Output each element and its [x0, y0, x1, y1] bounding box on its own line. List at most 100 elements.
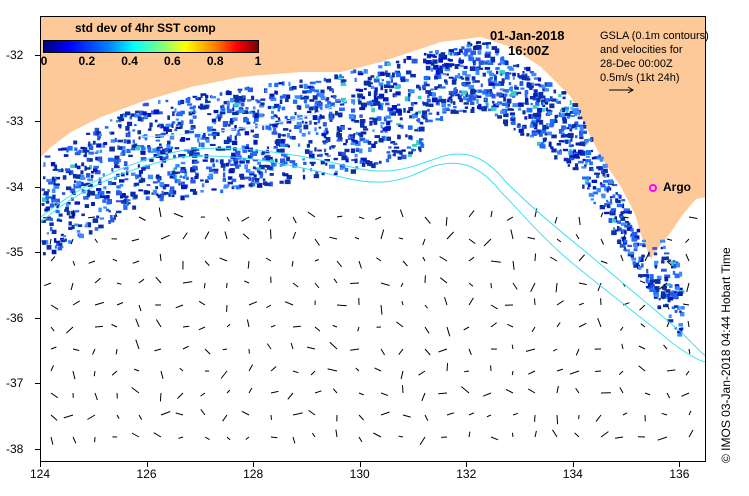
- sst-pixel: [531, 72, 537, 77]
- sst-pixel: [210, 158, 215, 163]
- sst-pixel: [570, 137, 573, 142]
- sst-pixel: [432, 59, 438, 64]
- sst-pixel: [428, 112, 433, 115]
- sst-pixel: [450, 99, 453, 104]
- x-tick-label: 124: [29, 467, 51, 481]
- gsla-contour: [140, 98, 352, 138]
- sst-pixel: [611, 230, 617, 236]
- sst-pixel: [303, 124, 309, 130]
- argo-float-marker[interactable]: [649, 184, 657, 192]
- sst-pixel: [173, 190, 177, 195]
- sst-pixel: [84, 204, 90, 208]
- sst-pixel: [547, 111, 553, 116]
- x-tick-mark: [40, 462, 41, 467]
- sst-pixel: [279, 142, 285, 147]
- sst-pixel: [65, 171, 72, 174]
- sst-pixel: [240, 98, 246, 102]
- velocity-arrow: [527, 388, 536, 394]
- velocity-arrow: [226, 216, 230, 222]
- sst-pixel: [564, 113, 571, 116]
- velocity-arrow: [600, 260, 608, 264]
- sst-pixel: [413, 113, 418, 118]
- sst-pixel: [216, 114, 221, 117]
- sst-pixel: [680, 311, 685, 317]
- sst-pixel: [582, 184, 585, 189]
- sst-pixel: [343, 143, 347, 146]
- sst-pixel: [599, 205, 605, 210]
- sst-pixel: [285, 97, 289, 103]
- sst-pixel: [559, 109, 563, 113]
- sst-pixel: [464, 49, 469, 54]
- y-tick-mark: [35, 383, 40, 385]
- velocity-arrow: [358, 260, 362, 269]
- velocity-arrow: [50, 414, 58, 421]
- velocity-arrow: [511, 344, 514, 350]
- sst-pixel: [180, 99, 185, 105]
- sst-pixel: [394, 70, 397, 73]
- velocity-arrow: [380, 348, 386, 356]
- velocity-arrow: [204, 260, 210, 266]
- sst-pixel: [177, 111, 183, 117]
- sst-pixel: [170, 106, 174, 109]
- sst-pixel: [420, 138, 424, 141]
- sst-pixel: [544, 132, 548, 136]
- sst-pixel: [274, 103, 280, 108]
- sst-pixel: [246, 121, 251, 125]
- sst-pixel: [615, 192, 618, 195]
- sst-pixel: [375, 76, 379, 80]
- sst-pixel: [603, 168, 608, 172]
- sst-pixel: [234, 150, 241, 156]
- sst-pixel: [222, 177, 226, 182]
- velocity-arrow: [336, 215, 343, 218]
- sst-pixel: [174, 147, 180, 150]
- velocity-arrow: [638, 365, 646, 372]
- sst-pixel: [243, 116, 248, 120]
- sst-pixel: [369, 82, 373, 85]
- sst-pixel: [277, 117, 280, 120]
- sst-pixel: [274, 82, 279, 88]
- sst-pixel: [303, 83, 308, 89]
- sst-pixel: [599, 182, 603, 185]
- sst-pixel: [160, 124, 164, 129]
- sst-pixel: [510, 90, 517, 96]
- sst-pixel: [87, 158, 93, 162]
- velocity-arrow: [204, 348, 211, 355]
- sst-pixel: [643, 274, 649, 278]
- sst-pixel: [98, 177, 102, 182]
- velocity-arrow: [644, 392, 651, 396]
- sst-pixel: [323, 148, 327, 153]
- velocity-arrow: [241, 216, 250, 222]
- sst-pixel: [457, 73, 461, 78]
- sst-pixel: [329, 146, 332, 150]
- sst-pixel: [222, 172, 226, 178]
- sst-pixel: [195, 97, 202, 101]
- velocity-arrow: [554, 216, 558, 224]
- sst-pixel: [189, 106, 195, 110]
- sst-pixel: [660, 291, 666, 295]
- sst-pixel: [148, 128, 152, 131]
- sst-pixel: [371, 143, 376, 148]
- sst-pixel: [266, 166, 273, 170]
- velocity-arrow: [490, 260, 501, 263]
- x-tick-label: 132: [456, 467, 477, 481]
- sst-pixel: [521, 75, 528, 81]
- sst-pixel: [372, 129, 375, 132]
- sst-pixel: [114, 177, 117, 180]
- velocity-arrow: [505, 389, 514, 394]
- sst-pixel: [437, 67, 443, 71]
- sst-pixel: [249, 172, 255, 176]
- sst-pixel: [452, 77, 457, 81]
- sst-pixel: [317, 149, 322, 152]
- sst-pixel: [316, 93, 319, 97]
- velocity-arrow: [600, 238, 605, 245]
- sst-pixel: [674, 273, 680, 279]
- velocity-arrow: [682, 303, 690, 306]
- velocity-arrow: [380, 411, 390, 416]
- sst-pixel: [546, 123, 549, 127]
- sst-pixel: [268, 105, 274, 109]
- velocity-arrow: [398, 237, 404, 240]
- sst-pixel: [518, 128, 524, 133]
- sst-pixel: [163, 126, 170, 132]
- sst-pixel: [537, 77, 542, 82]
- velocity-arrow: [398, 435, 404, 438]
